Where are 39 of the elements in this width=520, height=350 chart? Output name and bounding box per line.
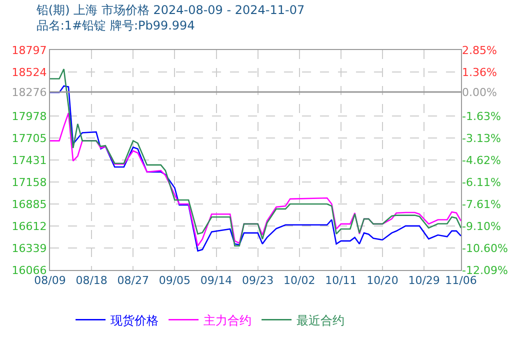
x-tick-label: 09/05 xyxy=(158,274,191,288)
y-tick-label: 17978 xyxy=(12,110,47,123)
x-tick-label: 11/06 xyxy=(445,274,477,288)
x-tick-label: 09/14 xyxy=(200,274,232,288)
y2-tick-label: -3.13% xyxy=(462,132,501,145)
y-tick-label: 17431 xyxy=(12,154,47,167)
legend-label: 最近合约 xyxy=(296,313,345,328)
y2-tick-label: 0.00% xyxy=(462,86,497,99)
legend-label: 现货价格 xyxy=(110,313,159,328)
line-series xyxy=(50,112,461,247)
y-tick-label: 18276 xyxy=(12,86,47,99)
x-tick-label: 08/27 xyxy=(117,274,149,288)
y2-tick-label: 1.36% xyxy=(462,66,497,79)
y-tick-label: 18524 xyxy=(12,66,47,79)
x-tick-label: 10/20 xyxy=(366,274,398,288)
y-tick-label: 16612 xyxy=(12,220,47,233)
x-tick-label: 08/18 xyxy=(76,274,108,288)
y2-tick-label: -7.61% xyxy=(462,198,501,211)
legend-label: 主力合约 xyxy=(204,313,252,328)
y-tick-label: 16885 xyxy=(12,198,47,211)
x-tick-label: 10/11 xyxy=(325,274,357,288)
y-tick-label: 17158 xyxy=(12,176,47,189)
x-tick-label: 10/02 xyxy=(284,274,316,288)
chart-subtitle: 品名:1#铅锭 牌号:Pb99.994 xyxy=(36,18,195,33)
x-tick-label: 10/29 xyxy=(408,274,440,288)
y-tick-label: 16339 xyxy=(12,242,47,255)
y2-tick-label: -6.11% xyxy=(462,176,501,189)
x-tick-label: 09/23 xyxy=(242,274,274,288)
y-tick-label: 17705 xyxy=(12,132,47,145)
y2-tick-label: -12.09% xyxy=(462,264,508,277)
x-tick-label: 08/09 xyxy=(34,274,66,288)
y2-tick-label: -4.62% xyxy=(462,154,501,167)
y2-tick-label: 2.85% xyxy=(462,44,497,57)
y-tick-label: 18797 xyxy=(12,44,47,57)
y-tick-label: 16066 xyxy=(12,264,47,277)
chart-title: 铅(期) 上海 市场价格 2024-08-09 - 2024-11-07 xyxy=(35,3,305,17)
y2-tick-label: -1.63% xyxy=(462,110,501,123)
y2-tick-label: -10.60% xyxy=(462,242,508,255)
y2-tick-label: -9.10% xyxy=(462,220,501,233)
